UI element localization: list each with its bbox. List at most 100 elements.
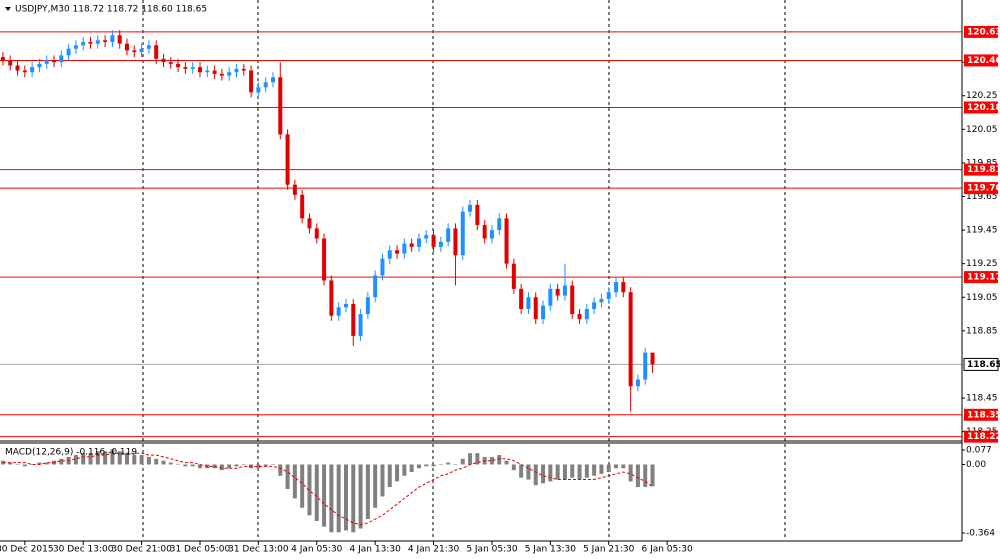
histogram-bar <box>606 464 611 473</box>
level-label: 119.81 <box>967 165 1000 175</box>
x-tick-label: 5 Jan 05:30 <box>466 545 518 555</box>
candle-body <box>59 55 64 63</box>
candle-body <box>190 67 195 69</box>
histogram-bar <box>402 464 407 476</box>
histogram-bar <box>431 464 436 467</box>
candle-body <box>263 82 268 88</box>
histogram-bar <box>88 453 93 465</box>
histogram-bar <box>329 464 334 533</box>
histogram-bar <box>95 451 100 465</box>
x-tick-label: 31 Dec 05:00 <box>170 545 231 555</box>
candle-body <box>241 68 246 71</box>
candle-body <box>66 48 71 56</box>
histogram-bar <box>314 464 319 521</box>
candle-body <box>416 238 421 247</box>
candle-body <box>183 67 188 69</box>
price-label-box <box>963 357 999 371</box>
candle-body <box>504 218 509 264</box>
level-label-box <box>964 271 998 284</box>
candle-body <box>30 67 35 73</box>
candle-body <box>300 194 305 219</box>
candle-body <box>562 285 567 296</box>
histogram-bar <box>125 453 130 465</box>
histogram-bar <box>409 464 414 473</box>
histogram-bar <box>110 449 115 465</box>
histogram-bar <box>453 464 458 465</box>
candle-body <box>628 292 633 387</box>
candle-body <box>292 184 297 195</box>
candle-body <box>285 134 290 185</box>
histogram-bar <box>577 464 582 480</box>
x-tick-label: 31 Dec 13:00 <box>228 545 289 555</box>
histogram-bar <box>278 464 283 476</box>
candle-body <box>584 309 589 320</box>
histogram-bar <box>460 458 465 465</box>
histogram-bar <box>73 455 78 465</box>
candle-body <box>278 77 283 135</box>
histogram-bar <box>44 462 49 465</box>
histogram-bar <box>468 453 473 465</box>
candle-body <box>307 218 312 229</box>
candle-body <box>635 379 640 387</box>
histogram-bar <box>358 464 363 529</box>
histogram-bar <box>168 462 173 465</box>
candle-body <box>168 62 173 64</box>
candle-body <box>139 48 144 53</box>
histogram-bar <box>139 455 144 465</box>
histogram-bar <box>300 464 305 508</box>
histogram-bar <box>511 464 516 471</box>
level-label: 118.35 <box>967 410 1000 420</box>
candle-body <box>37 63 42 68</box>
level-label: 120.63 <box>967 27 1000 37</box>
y-tick-label: 119.05 <box>966 293 998 303</box>
histogram-bar <box>227 464 232 469</box>
candle-body <box>431 235 436 247</box>
candle-body <box>365 297 370 315</box>
candle-body <box>446 228 451 242</box>
plot-layer: 120.45120.25120.05119.85119.65119.45119.… <box>0 25 1000 555</box>
y-tick-label: 0.077 <box>966 445 992 455</box>
histogram-bar <box>161 460 166 465</box>
level-label-box <box>964 182 998 195</box>
x-tick-label: 6 Jan 05:30 <box>641 545 693 555</box>
candle-body <box>606 292 611 299</box>
candle-body <box>22 70 27 73</box>
histogram-bar <box>438 464 443 465</box>
candle-body <box>570 285 575 315</box>
candle-body <box>526 297 531 310</box>
histogram-bar <box>489 456 494 465</box>
candle-body <box>614 282 619 293</box>
candle-body <box>154 45 159 59</box>
level-label-box <box>964 408 998 421</box>
candle-body <box>81 41 86 46</box>
x-tick-label: 4 Jan 13:30 <box>350 545 402 555</box>
y-tick-label: 119.65 <box>966 192 998 202</box>
x-tick-label: 4 Jan 21:30 <box>408 545 460 555</box>
histogram-bar <box>183 464 188 467</box>
histogram-bar <box>256 464 261 469</box>
histogram-bar <box>504 460 509 465</box>
level-label: 119.17 <box>967 273 1000 283</box>
y-tick-label: 120.05 <box>966 125 998 135</box>
histogram-bar <box>336 464 341 533</box>
menu-arrow[interactable] <box>5 7 11 11</box>
candle-body <box>270 77 275 83</box>
histogram-bar <box>292 464 297 499</box>
candle-body <box>110 35 115 42</box>
candle-body <box>468 204 473 212</box>
histogram-bar <box>343 464 348 531</box>
candle-body <box>314 228 319 239</box>
histogram-bar <box>526 464 531 480</box>
indicator-title: MACD(12,26,9) -0.116 -0.119 <box>5 448 137 458</box>
candle-body <box>460 211 465 256</box>
candle-body <box>519 288 524 310</box>
x-tick-label: 30 Dec 21:00 <box>111 545 172 555</box>
candle-body <box>358 314 363 336</box>
candle-body <box>0 57 5 61</box>
level-label-box <box>964 430 998 443</box>
candle-body <box>52 60 57 63</box>
histogram-bar <box>446 462 451 465</box>
level-label-box <box>964 101 998 114</box>
candle-body <box>650 352 655 365</box>
candle-body <box>351 303 356 336</box>
